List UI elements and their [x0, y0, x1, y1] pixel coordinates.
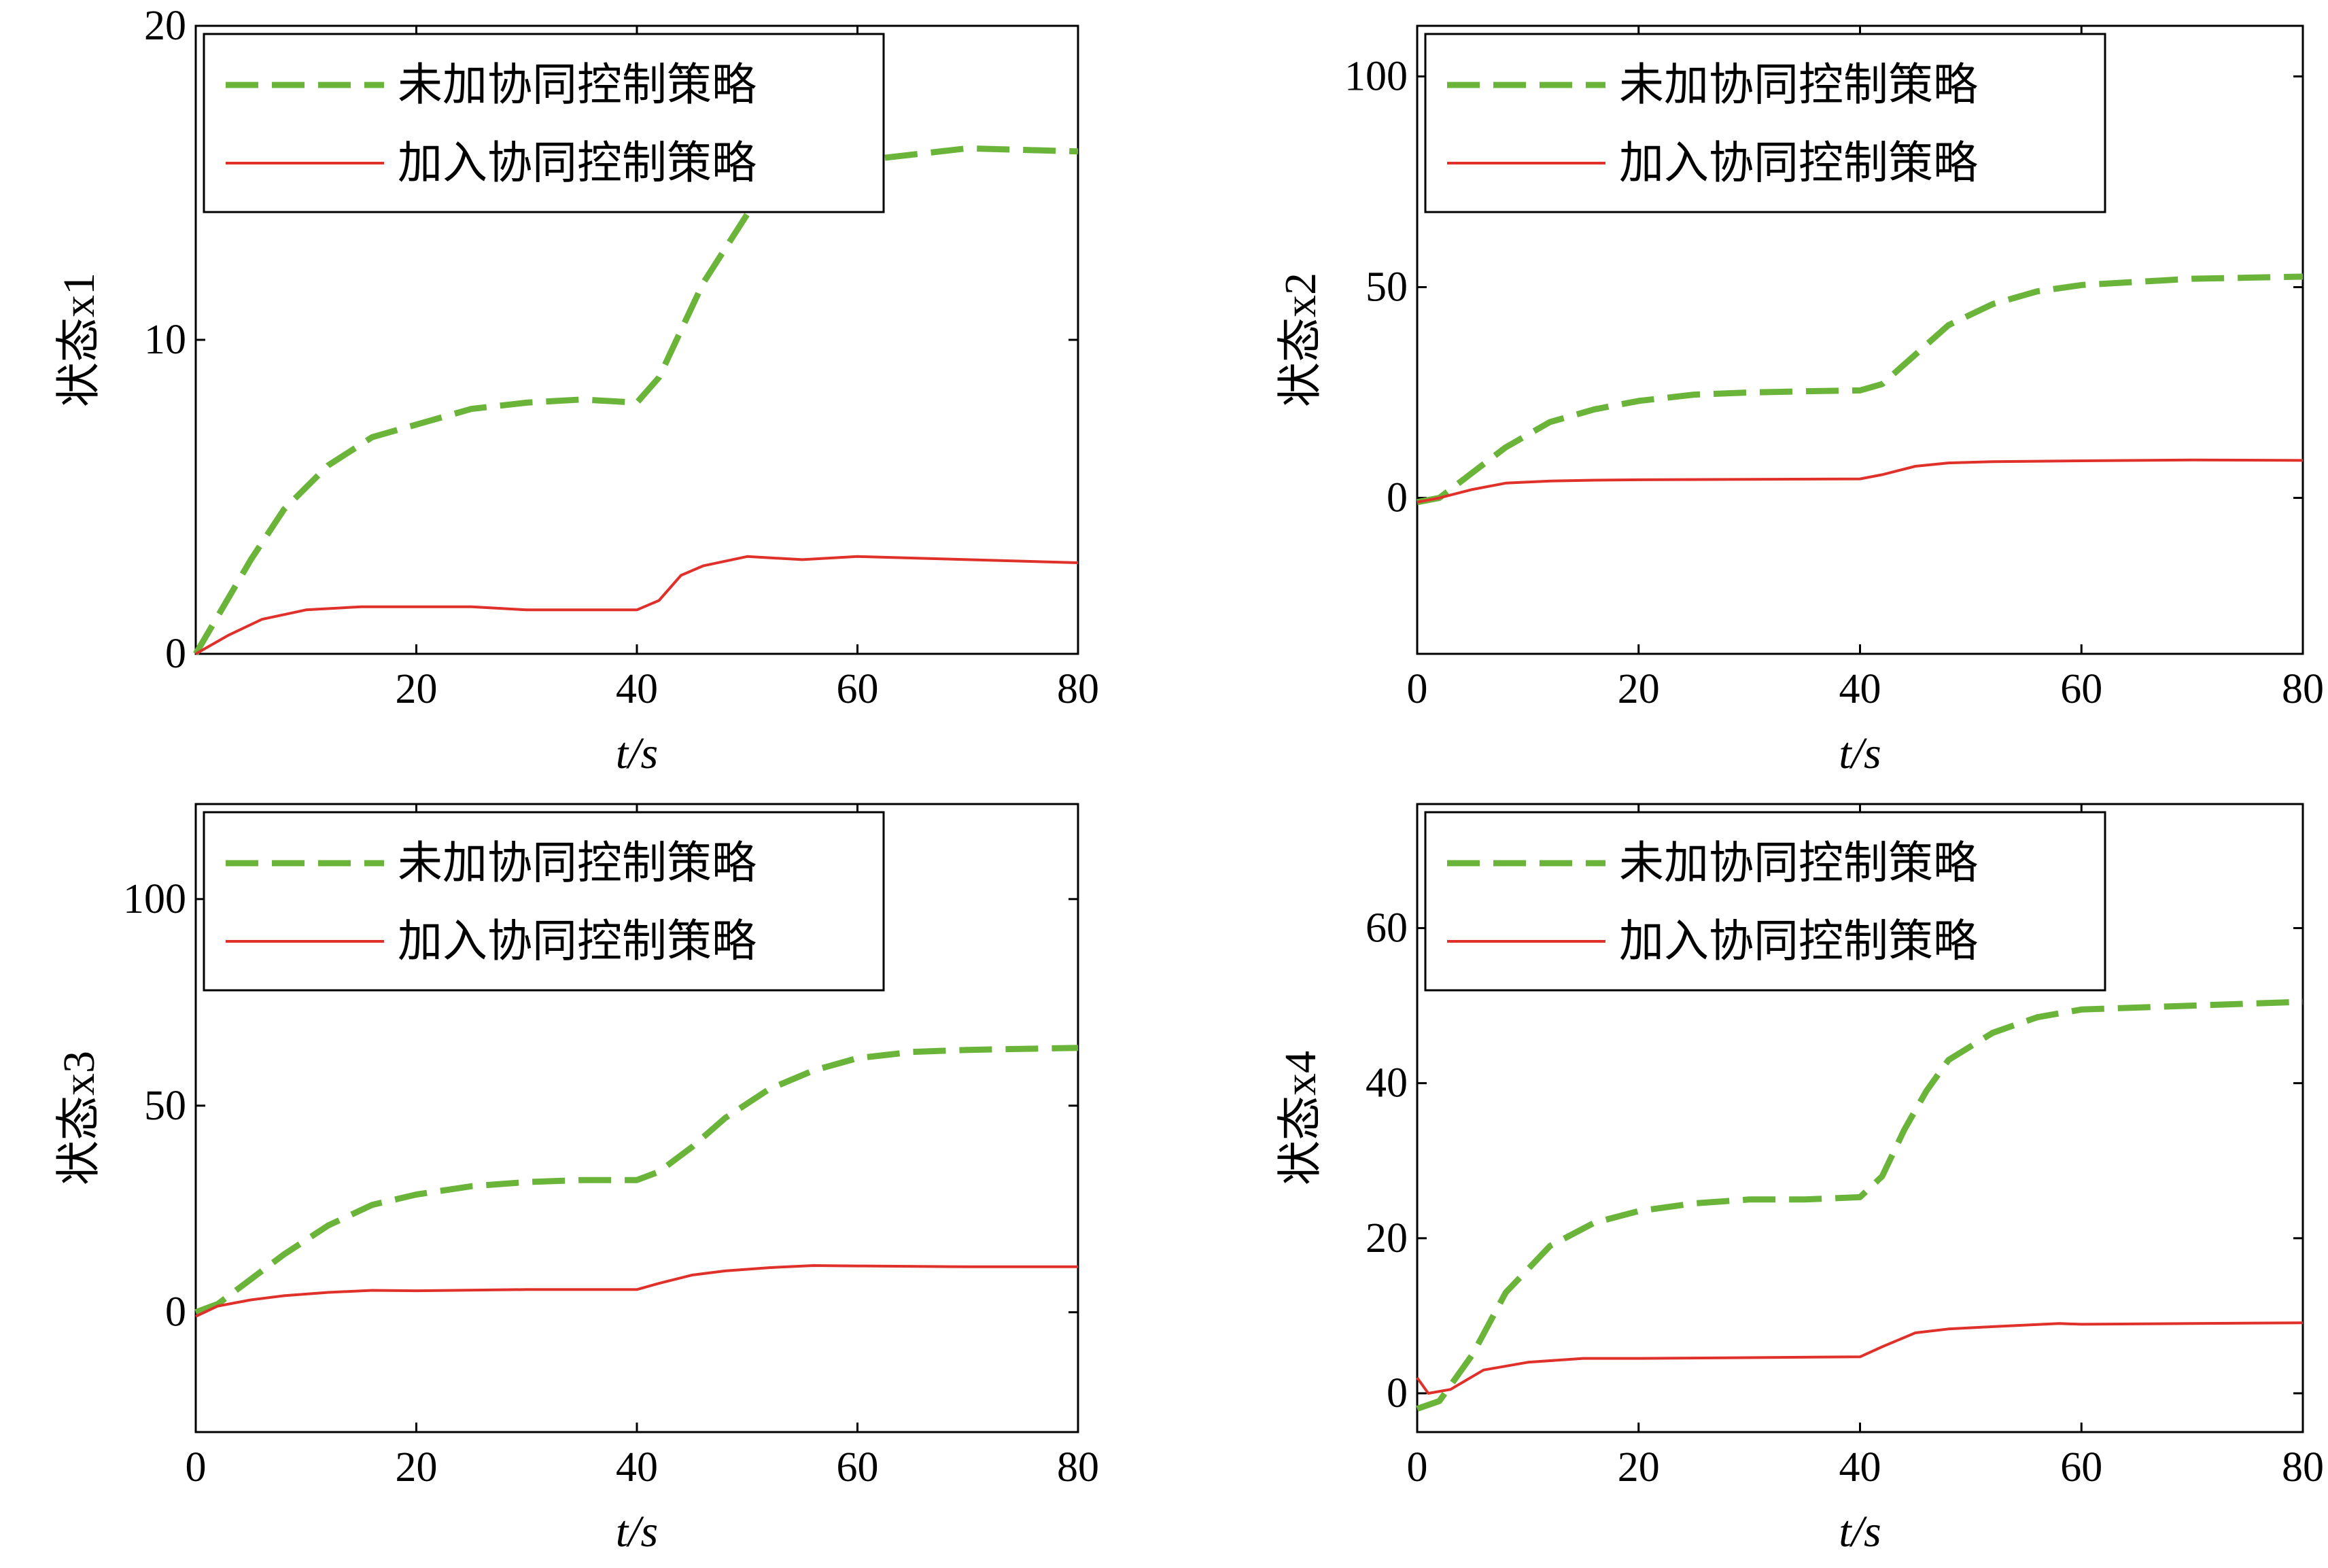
legend-label-with-coop: 加入协同控制策略 [398, 139, 757, 188]
y-tick-label: 0 [1387, 1370, 1408, 1416]
y-axis-label: 状态x4 [1276, 1051, 1325, 1185]
x-axis-label: t/s [616, 729, 658, 778]
x-tick-label: 0 [1407, 666, 1428, 712]
series-line-with-coop [1417, 458, 2304, 504]
x-tick-label: 20 [1618, 666, 1660, 712]
y-axis-label: 状态x2 [1276, 273, 1325, 407]
y-tick-label: 0 [1387, 475, 1408, 521]
x-tick-label: 60 [837, 1444, 879, 1491]
x-tick-label: 0 [186, 1444, 207, 1491]
y-tick-label: 20 [144, 3, 186, 49]
legend-box [1424, 33, 2106, 213]
x-tick-label: 0 [1407, 1444, 1428, 1491]
legend-box [203, 811, 885, 992]
series-line-no-coop [194, 1045, 1079, 1315]
x-tick-label: 60 [2060, 666, 2102, 712]
legend-label-no-coop: 未加协同控制策略 [398, 839, 757, 888]
x-axis-label: t/s [1839, 1507, 1881, 1556]
x-tick-label: 20 [396, 666, 438, 712]
y-tick-label: 50 [144, 1083, 186, 1129]
x-tick-label: 40 [1839, 1444, 1881, 1491]
y-tick-label: 10 [144, 317, 186, 363]
x-tick-label: 60 [2060, 1444, 2102, 1491]
series-line-no-coop [1417, 273, 2304, 506]
legend-label-with-coop: 加入协同控制策略 [1619, 917, 1978, 966]
series-line-with-coop [1416, 1321, 2304, 1395]
series-line-with-coop [195, 1264, 1078, 1318]
y-tick-label: 0 [165, 1289, 186, 1336]
legend-label-with-coop: 加入协同控制策略 [1619, 139, 1978, 188]
y-tick-label: 100 [1344, 53, 1408, 99]
x-tick-label: 80 [2282, 1444, 2324, 1491]
x-tick-label: 80 [1057, 666, 1099, 712]
legend-box [1424, 811, 2106, 992]
x-tick-label: 80 [2282, 666, 2324, 712]
x-axis-label: t/s [616, 1507, 658, 1556]
legend-label-no-coop: 未加协同控制策略 [398, 60, 757, 110]
x-tick-label: 40 [616, 1444, 658, 1491]
legend-label-with-coop: 加入协同控制策略 [398, 917, 757, 966]
y-axis-label: 状态x1 [54, 273, 104, 407]
y-tick-label: 40 [1366, 1060, 1408, 1107]
x-axis-label: t/s [1839, 729, 1881, 778]
y-tick-label: 20 [1366, 1215, 1408, 1261]
x-tick-label: 20 [1618, 1444, 1660, 1491]
x-tick-label: 80 [1057, 1444, 1099, 1491]
y-tick-label: 60 [1366, 905, 1408, 952]
y-tick-label: 50 [1366, 264, 1408, 310]
legend-box [203, 33, 885, 213]
series-line-with-coop [195, 555, 1079, 655]
x-tick-label: 20 [396, 1444, 438, 1491]
x-tick-label: 40 [1839, 666, 1881, 712]
x-tick-label: 60 [837, 666, 879, 712]
legend-label-no-coop: 未加协同控制策略 [1619, 839, 1978, 888]
legend-label-no-coop: 未加协同控制策略 [1619, 60, 1978, 110]
series-line-no-coop [193, 145, 1079, 656]
y-tick-label: 0 [165, 631, 186, 677]
series-line-no-coop [1416, 998, 2304, 1412]
y-tick-label: 100 [123, 876, 186, 922]
y-axis-label: 状态x3 [54, 1051, 104, 1185]
x-tick-label: 40 [616, 666, 658, 712]
